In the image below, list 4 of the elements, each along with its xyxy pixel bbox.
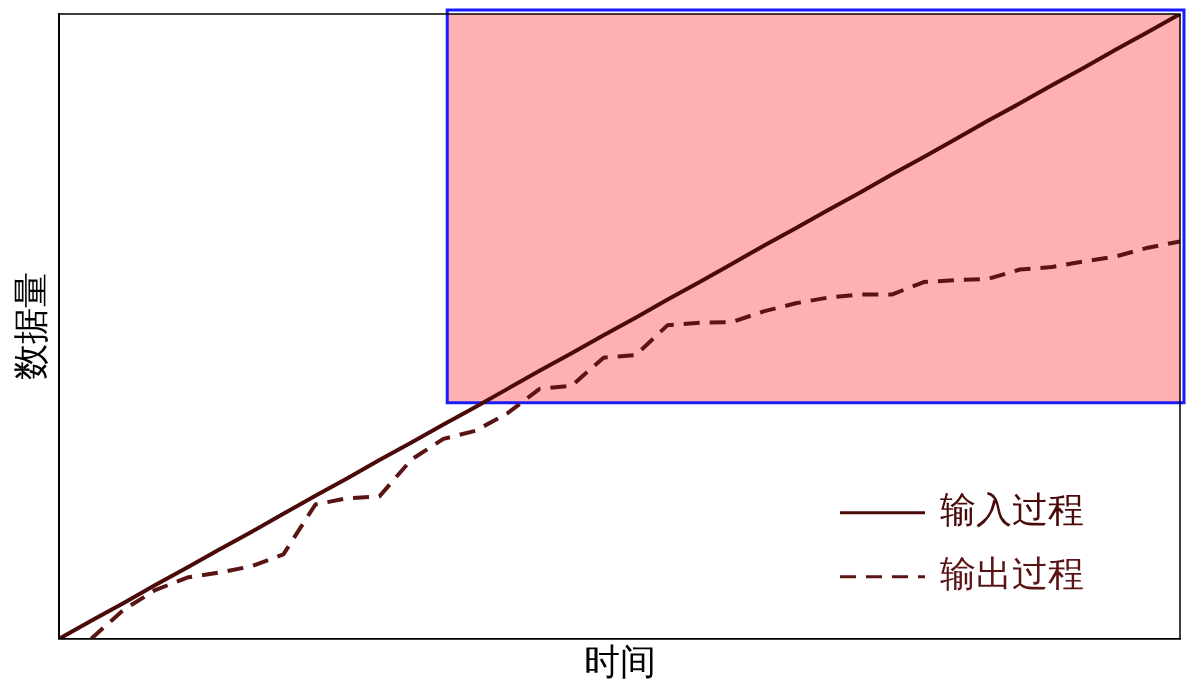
legend-label: 输入过程 [940, 489, 1084, 531]
legend-label: 输出过程 [940, 553, 1084, 595]
y-axis-title: 数据量 [9, 272, 51, 381]
x-axis-title: 时间 [583, 640, 656, 682]
